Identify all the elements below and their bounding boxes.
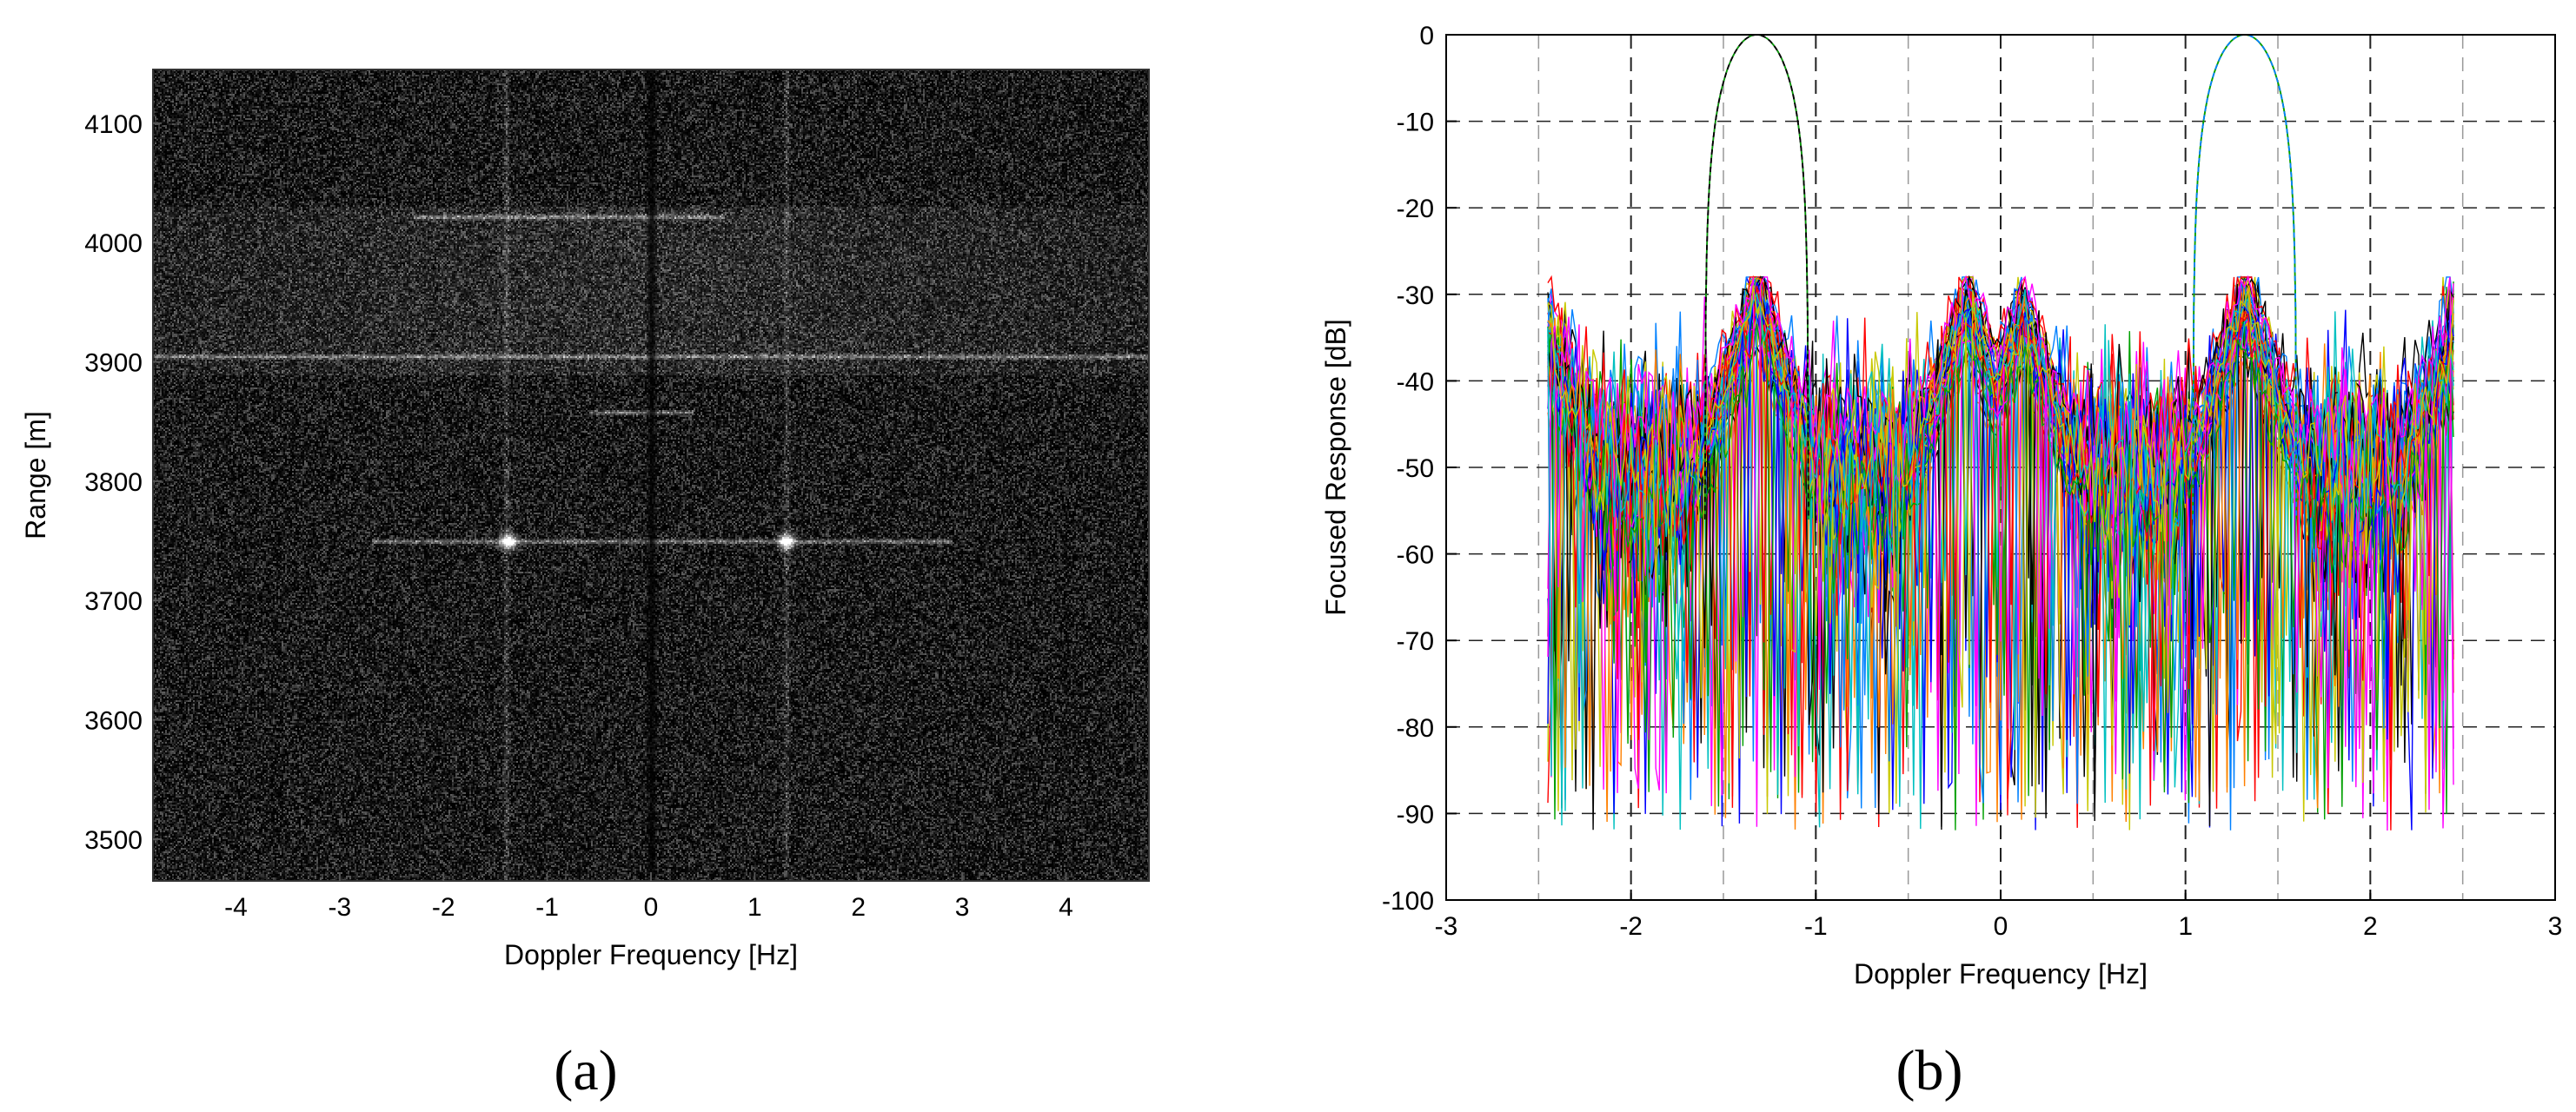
lineplot-y-tick-label: -50 bbox=[1397, 454, 1434, 483]
heatmap-x-tick-label: -1 bbox=[535, 893, 559, 922]
lineplot-y-axis-label: Focused Response [dB] bbox=[1320, 319, 1351, 616]
lineplot-series-line bbox=[1547, 288, 2454, 830]
heatmap-y-tick-label: 3600 bbox=[84, 707, 143, 736]
lineplot-x-axis-label: Doppler Frequency [Hz] bbox=[1854, 958, 2148, 990]
panel-b: -3 -2 -1 0 1 2 3 0-10-20-30-40-50-60-70-80-90-… bbox=[1320, 22, 2562, 1102]
lineplot-x-ticks: -3 -2 -1 0 1 2 3 bbox=[1435, 890, 2563, 941]
heatmap-x-tick-label: 2 bbox=[851, 893, 866, 922]
lineplot-y-tick-label: 0 bbox=[1419, 22, 1434, 50]
heatmap-y-tick-label: 3700 bbox=[84, 587, 143, 616]
lineplot-y-tick-label: -10 bbox=[1397, 109, 1434, 137]
lineplot-y-tick-label: -100 bbox=[1382, 887, 1434, 916]
heatmap-x-tick-label: 1 bbox=[747, 893, 762, 922]
panel-b-label: (b) bbox=[1896, 1039, 1963, 1102]
lineplot-x-tick-label: 3 bbox=[2548, 912, 2563, 941]
panel-a-label: (a) bbox=[554, 1039, 617, 1102]
lineplot-x-tick-label: 1 bbox=[2178, 912, 2193, 941]
heatmap-x-tick-label: 0 bbox=[644, 893, 659, 922]
lineplot-series-line bbox=[1547, 275, 2454, 831]
lineplot-y-ticks: 0 -10 -20 -30 -40 -50 -60 -70 -80 -90 -100 bbox=[1382, 22, 1457, 916]
heatmap-y-tick-label: 4000 bbox=[84, 229, 143, 258]
heatmap-y-tick-label: 3500 bbox=[84, 826, 143, 855]
lineplot-y-tick-label: -40 bbox=[1397, 367, 1434, 396]
lineplot-y-tick-label: -80 bbox=[1397, 714, 1434, 743]
heatmap-x-tick-label: -3 bbox=[329, 893, 352, 922]
panel-a: -4 -3 -2 -1 0 1 2 3 4 3500 3600 3700 3800 3900 4000 41… bbox=[20, 69, 1150, 1102]
heatmap-y-axis-label: Range [m] bbox=[20, 411, 51, 539]
lineplot-x-tick-label: 2 bbox=[2363, 912, 2378, 941]
lineplot-x-tick-label: -2 bbox=[1619, 912, 1643, 941]
heatmap-x-axis-label: Doppler Frequency [Hz] bbox=[504, 939, 798, 970]
heatmap-x-tick-label: 4 bbox=[1059, 893, 1073, 922]
heatmap-x-tick-label: 3 bbox=[955, 893, 970, 922]
heatmap-y-ticks: 3500 3600 3700 3800 3900 4000 4100 bbox=[84, 110, 162, 855]
lineplot-y-tick-label: -90 bbox=[1397, 800, 1434, 829]
lineplot-y-tick-label: -60 bbox=[1397, 541, 1434, 570]
heatmap-x-tick-label: -4 bbox=[224, 893, 248, 922]
lineplot-y-tick-label: -70 bbox=[1397, 627, 1434, 656]
heatmap-y-tick-label: 3900 bbox=[84, 349, 143, 378]
heatmap-image bbox=[153, 70, 1149, 881]
heatmap-y-tick-label: 4100 bbox=[84, 110, 143, 139]
lineplot-y-tick-label: -30 bbox=[1397, 281, 1434, 310]
heatmap-y-tick-label: 3800 bbox=[84, 468, 143, 497]
heatmap-x-tick-label: -2 bbox=[432, 893, 455, 922]
lineplot-y-tick-label: -20 bbox=[1397, 195, 1434, 223]
heatmap-image-holder bbox=[153, 70, 1149, 881]
lineplot-x-tick-label: -3 bbox=[1435, 912, 1458, 941]
lineplot-x-tick-label: 0 bbox=[1994, 912, 2008, 941]
lineplot-x-tick-label: -1 bbox=[1804, 912, 1828, 941]
heatmap-x-ticks: -4 -3 -2 -1 0 1 2 3 4 bbox=[224, 872, 1073, 922]
lineplot-series-line bbox=[1547, 285, 2454, 807]
